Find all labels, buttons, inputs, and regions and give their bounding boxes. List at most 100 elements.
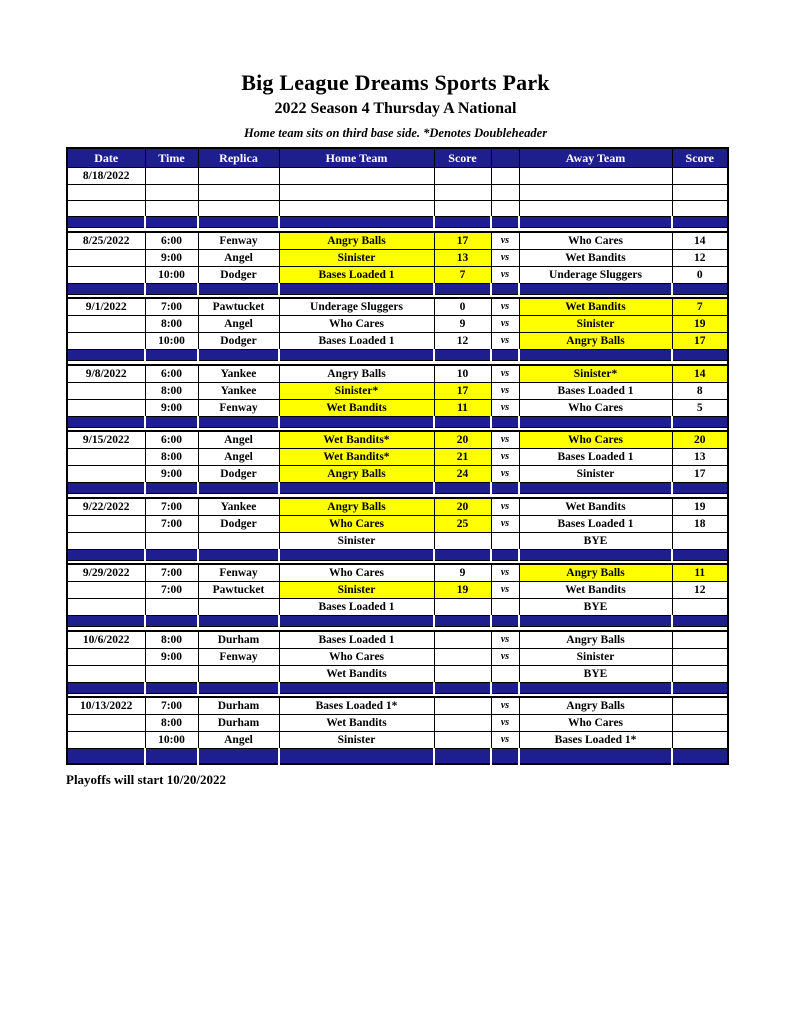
cell-home-team: Sinister xyxy=(278,731,435,749)
separator-cell xyxy=(197,349,280,361)
cell-away-team: Who Cares xyxy=(518,398,673,417)
cell-date: 8/25/2022 xyxy=(66,230,146,250)
cell-home-team: Who Cares xyxy=(278,514,435,533)
cell-time: 10:00 xyxy=(144,731,199,749)
cell-time: 6:00 xyxy=(144,430,199,449)
cell-replica: Dodger xyxy=(197,265,280,284)
cell-time: 8:00 xyxy=(144,714,199,732)
header-home-score: Score xyxy=(433,147,492,168)
cell-home-team xyxy=(278,167,435,185)
cell-vs: vs xyxy=(490,563,520,582)
cell-away-score: 17 xyxy=(671,465,729,483)
table-row: 10:00 Dodger Bases Loaded 1 7 vs Underage Slu… xyxy=(66,265,729,284)
cell-vs: vs xyxy=(490,581,520,599)
cell-vs: vs xyxy=(490,248,520,267)
table-row: 9/15/2022 6:00 Angel Wet Bandits* 20 vs Who Ca… xyxy=(66,430,729,449)
separator-cell xyxy=(197,216,280,228)
separator-cell xyxy=(278,415,435,428)
cell-home-score: 10 xyxy=(433,363,492,383)
cell-away-score xyxy=(671,531,729,550)
separator-cell xyxy=(66,748,146,764)
cell-away-score: 11 xyxy=(671,563,729,582)
cell-date: 9/29/2022 xyxy=(66,563,146,582)
cell-replica: Fenway xyxy=(197,647,280,666)
separator-cell xyxy=(278,681,435,694)
cell-time: 7:00 xyxy=(144,581,199,599)
cell-away-team: Underage Sluggers xyxy=(518,265,673,284)
cell-away-team: Wet Bandits xyxy=(518,581,673,599)
separator-cell xyxy=(671,681,729,694)
separator-cell xyxy=(518,216,673,228)
separator-cell xyxy=(278,615,435,627)
table-row: 9:00 Fenway Wet Bandits 11 vs Who Cares 5 xyxy=(66,398,729,417)
cell-home-score: 17 xyxy=(433,381,492,400)
cell-home-score: 20 xyxy=(433,496,492,516)
cell-away-score: 0 xyxy=(671,265,729,284)
separator-cell xyxy=(144,482,199,494)
separator-cell xyxy=(433,282,492,295)
cell-vs: vs xyxy=(490,381,520,400)
cell-away-team: Angry Balls xyxy=(518,696,673,715)
cell-vs: vs xyxy=(490,629,520,649)
separator-cell xyxy=(490,681,520,694)
cell-replica xyxy=(197,598,280,616)
separator-cell xyxy=(518,615,673,627)
cell-date xyxy=(66,664,146,683)
separator-cell xyxy=(671,282,729,295)
cell-home-score: 7 xyxy=(433,265,492,284)
cell-home-team xyxy=(278,200,435,217)
table-row: 7:00 Dodger Who Cares 25 vs Bases Loaded 1 18 xyxy=(66,514,729,533)
separator-row xyxy=(66,282,729,295)
cell-home-score: 13 xyxy=(433,248,492,267)
separator-row xyxy=(66,615,729,627)
cell-home-score xyxy=(433,184,492,201)
cell-vs: vs xyxy=(490,514,520,533)
cell-date xyxy=(66,731,146,749)
separator-cell xyxy=(278,548,435,561)
cell-date: 10/13/2022 xyxy=(66,696,146,715)
cell-away-team: Sinister xyxy=(518,465,673,483)
separator-cell xyxy=(144,415,199,428)
cell-date xyxy=(66,265,146,284)
cell-date: 8/18/2022 xyxy=(66,167,146,185)
cell-home-team: Sinister xyxy=(278,531,435,550)
separator-cell xyxy=(66,415,146,428)
cell-replica: Dodger xyxy=(197,465,280,483)
cell-away-team xyxy=(518,200,673,217)
cell-away-team: Wet Bandits xyxy=(518,248,673,267)
table-row: 9:00 Fenway Who Cares vs Sinister xyxy=(66,647,729,666)
separator-cell xyxy=(66,548,146,561)
separator-cell xyxy=(518,482,673,494)
cell-replica: Angel xyxy=(197,731,280,749)
cell-vs: vs xyxy=(490,714,520,732)
table-row: 8:00 Angel Who Cares 9 vs Sinister 19 xyxy=(66,315,729,333)
cell-replica xyxy=(197,167,280,185)
cell-time: 8:00 xyxy=(144,448,199,466)
cell-replica: Angel xyxy=(197,448,280,466)
cell-away-team: BYE xyxy=(518,664,673,683)
cell-replica: Dodger xyxy=(197,332,280,350)
cell-home-team: Bases Loaded 1 xyxy=(278,332,435,350)
separator-cell xyxy=(278,349,435,361)
cell-replica: Dodger xyxy=(197,514,280,533)
cell-replica xyxy=(197,664,280,683)
cell-time: 10:00 xyxy=(144,265,199,284)
cell-replica xyxy=(197,200,280,217)
cell-away-score: 8 xyxy=(671,381,729,400)
cell-replica xyxy=(197,184,280,201)
separator-cell xyxy=(433,748,492,764)
cell-home-score: 0 xyxy=(433,297,492,316)
separator-row xyxy=(66,748,729,764)
playoffs-note: Playoffs will start 10/20/2022 xyxy=(66,771,226,787)
cell-away-team xyxy=(518,184,673,201)
separator-cell xyxy=(433,216,492,228)
cell-date: 9/15/2022 xyxy=(66,430,146,449)
cell-away-team: Who Cares xyxy=(518,230,673,250)
header-time: Time xyxy=(144,147,199,168)
schedule-table-body: 8/18/2022 8/25/2022 6:00 Fenway Angry Balls 1… xyxy=(66,167,729,764)
cell-vs: vs xyxy=(490,332,520,350)
cell-replica: Pawtucket xyxy=(197,581,280,599)
schedule-table: Date Time Replica Home Team Score Away T… xyxy=(66,147,729,765)
separator-cell xyxy=(433,415,492,428)
